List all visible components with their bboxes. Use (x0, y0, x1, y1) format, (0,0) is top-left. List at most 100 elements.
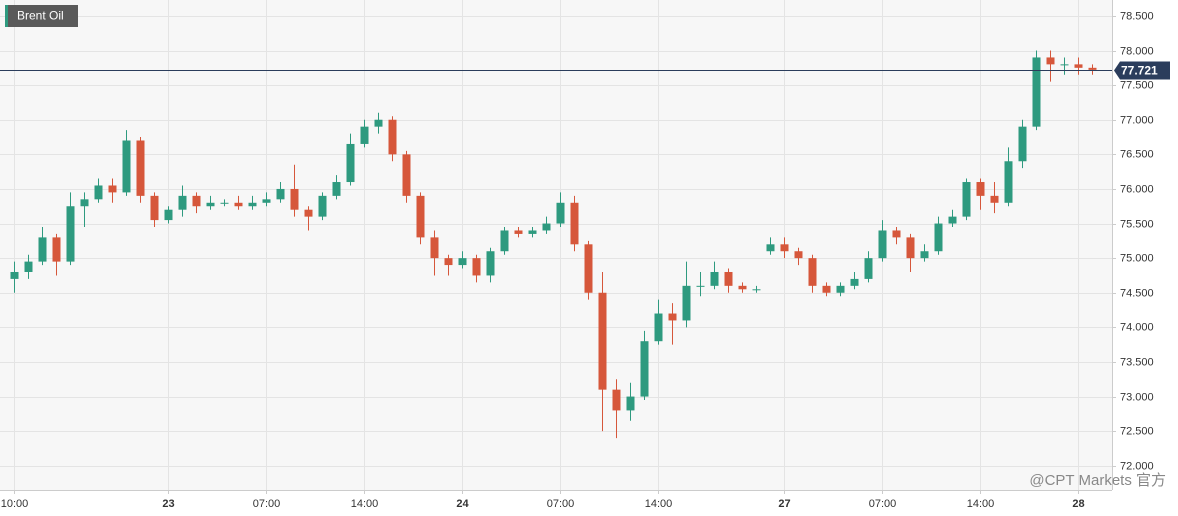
candle-body (290, 188, 299, 210)
y-tick-label: 75.500 (1120, 218, 1154, 230)
candle-body (458, 258, 467, 266)
candle-body (990, 195, 999, 203)
candle-body (920, 251, 929, 259)
candle-body (416, 195, 425, 238)
x-tick-label: 07:00 (869, 498, 897, 510)
candle-body (332, 182, 341, 196)
candle-body (178, 195, 187, 210)
candle-body (150, 195, 159, 221)
candle-body (612, 389, 621, 411)
x-tick-label: 07:00 (547, 498, 575, 510)
candle-body (584, 244, 593, 293)
candle-body (528, 230, 537, 234)
candle-body (122, 140, 131, 193)
candle-body (38, 237, 47, 262)
candle-body (766, 244, 775, 252)
candle-body (668, 313, 677, 321)
candle-body (934, 223, 943, 252)
candle-body (724, 271, 733, 286)
y-tick-label: 76.500 (1120, 148, 1154, 160)
candle-body (794, 251, 803, 259)
x-tick-label: 28 (1072, 498, 1084, 510)
candle-body (598, 292, 607, 390)
candle-body (388, 119, 397, 155)
y-tick-label: 73.500 (1120, 356, 1154, 368)
candle-body (1032, 57, 1041, 127)
candle-body (1074, 64, 1083, 68)
candle-body (654, 313, 663, 342)
candle-body (878, 230, 887, 259)
candle-body (570, 202, 579, 245)
candle-body (1046, 57, 1055, 65)
title-accent (5, 5, 8, 27)
candle-body (486, 251, 495, 276)
x-tick-label: 24 (456, 498, 469, 510)
candle-body (220, 202, 229, 204)
candle-body (304, 209, 313, 217)
candle-body (402, 154, 411, 196)
candle-body (822, 285, 831, 293)
plot-area (0, 0, 1112, 490)
candle-body (682, 285, 691, 321)
candle-body (164, 209, 173, 221)
candle-body (234, 202, 243, 207)
candle-body (360, 126, 369, 144)
x-tick-label: 14:00 (967, 498, 995, 510)
candle-body (80, 199, 89, 207)
candle-body (864, 258, 873, 279)
candle-body (948, 216, 957, 224)
y-tick-label: 72.500 (1120, 425, 1154, 437)
candle-body (906, 237, 915, 259)
candle-body (976, 182, 985, 196)
candle-body (192, 195, 201, 207)
candle-body (10, 271, 19, 279)
x-tick-label: 07:00 (253, 498, 281, 510)
candle-body (808, 258, 817, 286)
candle-body (430, 237, 439, 259)
candle-body (1060, 64, 1069, 66)
title-badge (5, 5, 78, 27)
y-tick-label: 78.500 (1120, 10, 1154, 22)
y-tick-label: 77.000 (1120, 114, 1154, 126)
watermark: @CPT Markets 官方 (1029, 472, 1166, 489)
x-tick-label: 14:00 (645, 498, 673, 510)
last-price-label: 77.721 (1121, 64, 1158, 78)
candle-body (1088, 67, 1097, 70)
y-tick-label: 76.000 (1120, 183, 1154, 195)
candle-body (206, 202, 215, 207)
candle-body (248, 202, 257, 207)
candle-body (472, 258, 481, 276)
candle-body (66, 206, 75, 262)
candle-body (962, 182, 971, 217)
candle-body (514, 230, 523, 234)
chart-title: Brent Oil (17, 9, 64, 23)
candle-body (262, 199, 271, 203)
y-tick-label: 74.500 (1120, 287, 1154, 299)
candle-body (780, 244, 789, 252)
candle-body (556, 202, 565, 224)
candle-body (136, 140, 145, 196)
candle-body (892, 230, 901, 238)
candle-body (346, 143, 355, 183)
x-tick-label: 23 (162, 498, 174, 510)
candle-body (24, 261, 33, 272)
candle-body (1004, 161, 1013, 203)
candle-body (374, 119, 383, 127)
candle-body (1018, 126, 1027, 162)
candle-body (836, 285, 845, 293)
x-tick-label: 14:00 (351, 498, 379, 510)
last-price-tag (1114, 61, 1170, 80)
candles (10, 50, 1097, 439)
y-tick-label: 77.500 (1120, 79, 1154, 91)
candle-body (94, 185, 103, 200)
y-tick-label: 73.000 (1120, 391, 1154, 403)
y-tick-label: 78.000 (1120, 45, 1154, 57)
candle-body (738, 285, 747, 290)
y-tick-label: 75.000 (1120, 252, 1154, 264)
candle-body (850, 278, 859, 286)
candle-body (710, 271, 719, 286)
candle-body (318, 195, 327, 217)
candle-body (752, 289, 761, 291)
candle-body (108, 185, 117, 193)
